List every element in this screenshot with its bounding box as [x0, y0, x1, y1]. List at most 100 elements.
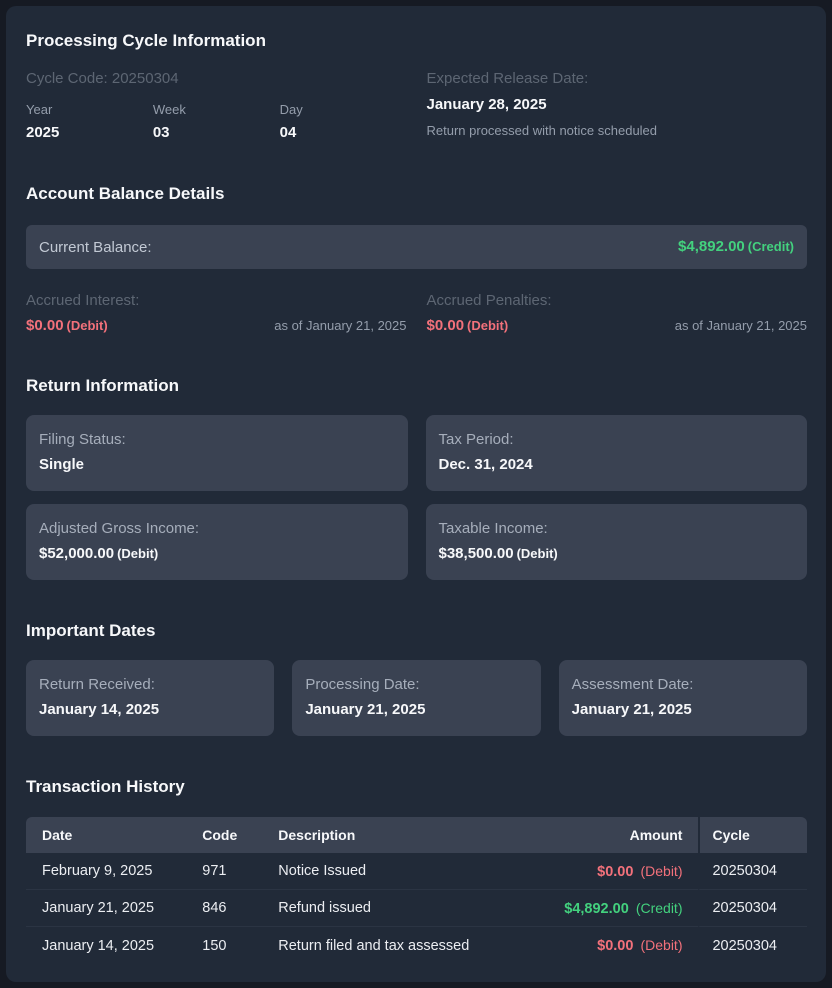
debit-suffix: (Debit) — [467, 318, 509, 333]
day-value: 04 — [279, 124, 297, 141]
cell-amount: $4,892.00 (Credit) — [485, 890, 699, 927]
column-header-amount: Amount — [485, 817, 699, 853]
card-value: January 21, 2025 — [305, 701, 426, 718]
cell-code: 846 — [186, 890, 263, 927]
card-label: Filing Status: — [39, 431, 126, 448]
year-label: Year — [26, 102, 53, 117]
card-label: Processing Date: — [305, 676, 420, 693]
card-value: January 14, 2025 — [39, 701, 160, 718]
amount-value: $4,892.00 — [564, 900, 629, 917]
cell-date: January 14, 2025 — [42, 937, 155, 954]
column-header-description: Description — [262, 817, 486, 853]
accrued-interest-row: $0.00 (Debit) as of January 21, 2025 — [26, 317, 407, 335]
transaction-row: February 9, 2025 971 Notice Issued $0.00… — [26, 853, 807, 890]
transaction-row: January 14, 2025 150 Return filed and ta… — [26, 927, 807, 964]
cell-date: January 21, 2025 — [26, 890, 187, 927]
filing-status-card: Filing Status: Single — [26, 415, 408, 491]
transaction-row: January 21, 2025 846 Refund issued $4,89… — [26, 890, 807, 927]
account-balance-title: Account Balance Details — [26, 184, 225, 203]
transactions-table: Date Code Description Amount Cycle Febru… — [26, 817, 807, 964]
section-transaction-history: Transaction History Date Code Descriptio… — [26, 776, 807, 964]
return-received-card: Return Received: January 14, 2025 — [26, 660, 275, 736]
tax-period-card: Tax Period: Dec. 31, 2024 — [425, 415, 807, 491]
column-header-date: Date — [26, 817, 187, 853]
expected-release-note: Return processed with notice scheduled — [426, 123, 658, 138]
tax-account-panel: Processing Cycle Information Cycle Code:… — [6, 6, 826, 982]
section-return-information: Return Information Filing Status: Single… — [26, 375, 807, 580]
card-value: $52,000.00 (Debit) — [39, 543, 395, 565]
cell-description: Notice Issued — [262, 853, 486, 890]
cell-description: Return filed and tax assessed — [278, 937, 470, 954]
credit-suffix: (Credit) — [747, 239, 794, 254]
cycle-code: Cycle Code: 20250304 — [26, 70, 179, 87]
debit-suffix: (Debit) — [117, 546, 159, 561]
current-balance-value: $4,892.00 (Credit) — [678, 238, 794, 256]
cycle-day: Day 04 — [280, 102, 407, 143]
cell-amount: $0.00 (Debit) — [485, 853, 699, 890]
transaction-history-title: Transaction History — [26, 777, 185, 796]
accrued-interest-value: $0.00 (Debit) — [26, 317, 108, 335]
cell-description: Refund issued — [262, 890, 486, 927]
day-label: Day — [279, 102, 303, 117]
debit-suffix: (Debit) — [640, 937, 683, 953]
accrued-penalties-value: $0.00 (Debit) — [427, 317, 509, 335]
credit-suffix: (Credit) — [635, 899, 683, 916]
section-account-balance: Account Balance Details Current Balance:… — [26, 183, 807, 335]
debit-suffix: (Debit) — [640, 862, 683, 879]
processing-cycle-title: Processing Cycle Information — [26, 31, 266, 50]
cycle-breakdown: Year 2025 Week 03 Day 04 — [26, 102, 407, 143]
amount-value: $0.00 — [597, 938, 634, 954]
current-balance-amount: $4,892.00 — [678, 238, 745, 255]
card-label: Taxable Income: — [438, 520, 548, 537]
processing-date-card: Processing Date: January 21, 2025 — [292, 660, 541, 736]
debit-suffix: (Debit) — [66, 318, 108, 333]
adjusted-gross-income-card: Adjusted Gross Income: $52,000.00 (Debit) — [26, 504, 408, 580]
week-label: Week — [152, 102, 186, 117]
accrued-interest-amount: $0.00 — [26, 317, 64, 334]
taxable-income-card: Taxable Income: $38,500.00 (Debit) — [425, 504, 807, 580]
expected-release-block: Expected Release Date: January 28, 2025 … — [427, 70, 808, 143]
expected-release-date: January 28, 2025 — [426, 96, 547, 113]
cell-code: 150 — [202, 937, 227, 954]
year-value: 2025 — [26, 124, 60, 141]
cell-amount: $0.00 (Debit) — [485, 927, 698, 964]
cell-cycle: 20250304 — [698, 853, 807, 890]
cycle-year: Year 2025 — [26, 102, 153, 143]
card-label: Tax Period: — [438, 431, 514, 448]
card-label: Return Received: — [39, 676, 155, 693]
agi-amount: $52,000.00 — [39, 545, 115, 562]
accrued-penalties-amount: $0.00 — [426, 317, 465, 334]
cycle-week: Week 03 — [153, 102, 280, 143]
card-value: January 21, 2025 — [571, 701, 692, 718]
card-label: Assessment Date: — [571, 676, 694, 693]
card-label: Adjusted Gross Income: — [39, 520, 200, 537]
transactions-table-header: Date Code Description Amount Cycle — [26, 817, 807, 853]
card-value: Single — [39, 456, 85, 473]
week-value: 03 — [152, 124, 170, 141]
accrued-penalties-row: $0.00 (Debit) as of January 21, 2025 — [427, 317, 808, 335]
card-value: $38,500.00 (Debit) — [439, 543, 795, 565]
cell-code: 971 — [186, 853, 263, 890]
accrued-interest-label: Accrued Interest: — [26, 292, 140, 309]
accrued-grid: Accrued Interest: $0.00 (Debit) as of Jan… — [26, 292, 807, 335]
column-header-code: Code — [186, 817, 263, 853]
transactions-table-wrap: Date Code Description Amount Cycle Febru… — [26, 817, 807, 964]
column-header-cycle: Cycle — [698, 817, 807, 853]
section-processing-cycle: Processing Cycle Information Cycle Code:… — [26, 30, 807, 143]
cell-cycle: 20250304 — [698, 927, 807, 964]
return-information-title: Return Information — [26, 376, 179, 395]
return-information-cards: Filing Status: Single Tax Period: Dec. 3… — [26, 415, 807, 580]
taxable-income-amount: $38,500.00 — [438, 545, 514, 562]
assessment-date-card: Assessment Date: January 21, 2025 — [558, 660, 807, 736]
section-important-dates: Important Dates Return Received: January… — [26, 620, 807, 736]
expected-release-label: Expected Release Date: — [426, 70, 589, 87]
amount-value: $0.00 — [597, 863, 634, 880]
important-dates-title: Important Dates — [26, 621, 156, 640]
cell-date: February 9, 2025 — [26, 853, 187, 890]
accrued-penalties-label: Accrued Penalties: — [426, 292, 552, 309]
important-dates-cards: Return Received: January 14, 2025 Proces… — [26, 660, 807, 736]
debit-suffix: (Debit) — [516, 546, 558, 561]
current-balance-label: Current Balance: — [39, 238, 152, 256]
accrued-interest-as-of: as of January 21, 2025 — [274, 318, 407, 333]
accrued-penalties-block: Accrued Penalties: $0.00 (Debit) as of Ja… — [427, 292, 808, 335]
